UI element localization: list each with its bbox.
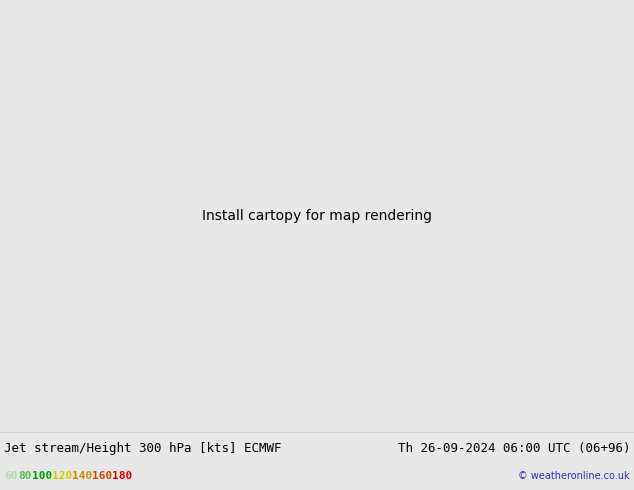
Text: Jet stream/Height 300 hPa [kts] ECMWF: Jet stream/Height 300 hPa [kts] ECMWF xyxy=(4,441,281,455)
Text: 160: 160 xyxy=(92,471,112,481)
Text: 180: 180 xyxy=(112,471,133,481)
Text: 120: 120 xyxy=(52,471,72,481)
Text: 60: 60 xyxy=(4,471,18,481)
Text: © weatheronline.co.uk: © weatheronline.co.uk xyxy=(519,471,630,481)
Text: Install cartopy for map rendering: Install cartopy for map rendering xyxy=(202,209,432,222)
Text: 100: 100 xyxy=(32,471,52,481)
Text: 140: 140 xyxy=(72,471,93,481)
Text: Th 26-09-2024 06:00 UTC (06+96): Th 26-09-2024 06:00 UTC (06+96) xyxy=(398,441,630,455)
Text: 80: 80 xyxy=(18,471,32,481)
